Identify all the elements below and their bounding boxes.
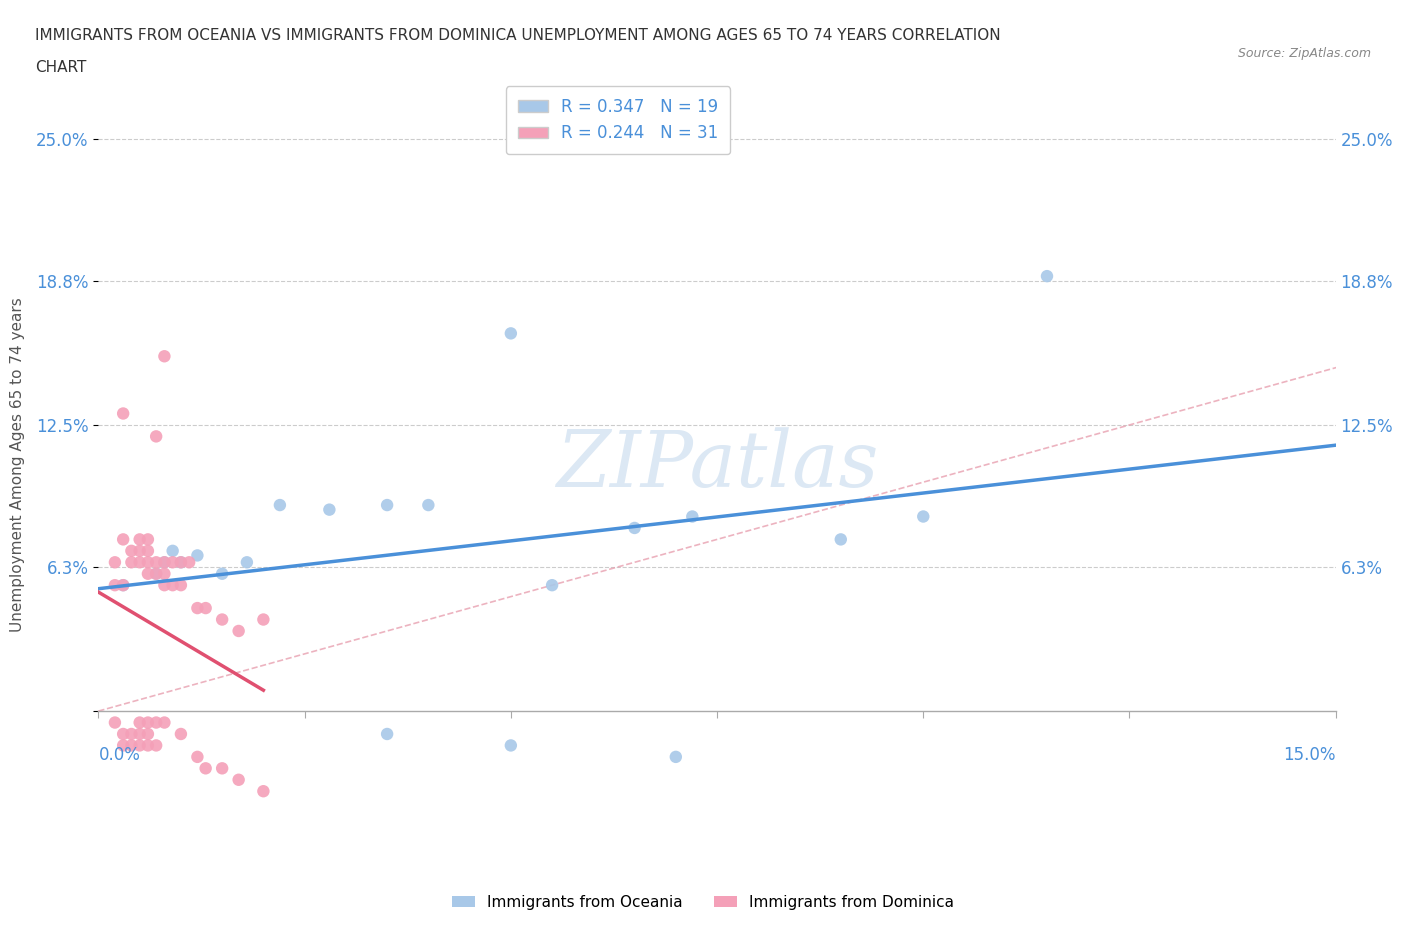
Point [186, 601, 208, 616]
Point [128, 715, 150, 730]
Legend: Immigrants from Oceania, Immigrants from Dominica: Immigrants from Oceania, Immigrants from… [444, 887, 962, 918]
Point [112, 726, 135, 741]
Point [153, 349, 176, 364]
Point [541, 578, 564, 592]
Point [128, 555, 150, 570]
Point [211, 612, 233, 627]
Point [136, 555, 159, 570]
Point [112, 738, 135, 753]
Point [681, 509, 703, 524]
Point [228, 772, 250, 787]
Point [145, 566, 167, 581]
Point [318, 502, 340, 517]
Point [153, 715, 176, 730]
Point [162, 543, 184, 558]
Text: Source: ZipAtlas.com: Source: ZipAtlas.com [1237, 46, 1371, 60]
Point [269, 498, 291, 512]
Point [120, 738, 142, 753]
Point [136, 566, 159, 581]
Point [194, 601, 217, 616]
Point [145, 429, 167, 444]
Point [499, 326, 522, 340]
Point [104, 555, 127, 570]
Text: 0.0%: 0.0% [98, 746, 141, 764]
Point [112, 578, 135, 592]
Point [211, 761, 233, 776]
Y-axis label: Unemployment Among Ages 65 to 74 years: Unemployment Among Ages 65 to 74 years [10, 298, 25, 632]
Point [830, 532, 852, 547]
Point [912, 509, 935, 524]
Point [120, 543, 142, 558]
Point [236, 555, 259, 570]
Point [418, 498, 440, 512]
Point [186, 750, 208, 764]
Point [153, 566, 176, 581]
Point [136, 726, 159, 741]
Point [112, 578, 135, 592]
Point [170, 555, 193, 570]
Point [145, 566, 167, 581]
Text: ZIPatlas: ZIPatlas [555, 427, 879, 503]
Point [128, 532, 150, 547]
Point [145, 715, 167, 730]
Point [128, 726, 150, 741]
Point [211, 566, 233, 581]
Text: 15.0%: 15.0% [1284, 746, 1336, 764]
Point [179, 555, 201, 570]
Point [162, 555, 184, 570]
Point [145, 555, 167, 570]
Text: IMMIGRANTS FROM OCEANIA VS IMMIGRANTS FROM DOMINICA UNEMPLOYMENT AMONG AGES 65 T: IMMIGRANTS FROM OCEANIA VS IMMIGRANTS FR… [35, 28, 1001, 43]
Point [120, 555, 142, 570]
Point [252, 612, 274, 627]
Point [186, 548, 208, 563]
Point [375, 498, 398, 512]
Point [120, 726, 142, 741]
Point [112, 406, 135, 421]
Point [153, 578, 176, 592]
Point [170, 726, 193, 741]
Point [112, 532, 135, 547]
Point [104, 715, 127, 730]
Point [153, 555, 176, 570]
Text: CHART: CHART [35, 60, 87, 75]
Point [499, 738, 522, 753]
Point [228, 623, 250, 638]
Point [128, 543, 150, 558]
Point [194, 761, 217, 776]
Point [375, 726, 398, 741]
Point [252, 784, 274, 799]
Point [153, 555, 176, 570]
Point [128, 738, 150, 753]
Point [1036, 269, 1059, 284]
Point [136, 543, 159, 558]
Point [136, 715, 159, 730]
Point [104, 578, 127, 592]
Point [136, 738, 159, 753]
Legend: R = 0.347   N = 19, R = 0.244   N = 31: R = 0.347 N = 19, R = 0.244 N = 31 [506, 86, 730, 154]
Point [136, 532, 159, 547]
Point [162, 578, 184, 592]
Point [665, 750, 688, 764]
Point [623, 521, 645, 536]
Point [145, 738, 167, 753]
Point [170, 555, 193, 570]
Point [170, 578, 193, 592]
